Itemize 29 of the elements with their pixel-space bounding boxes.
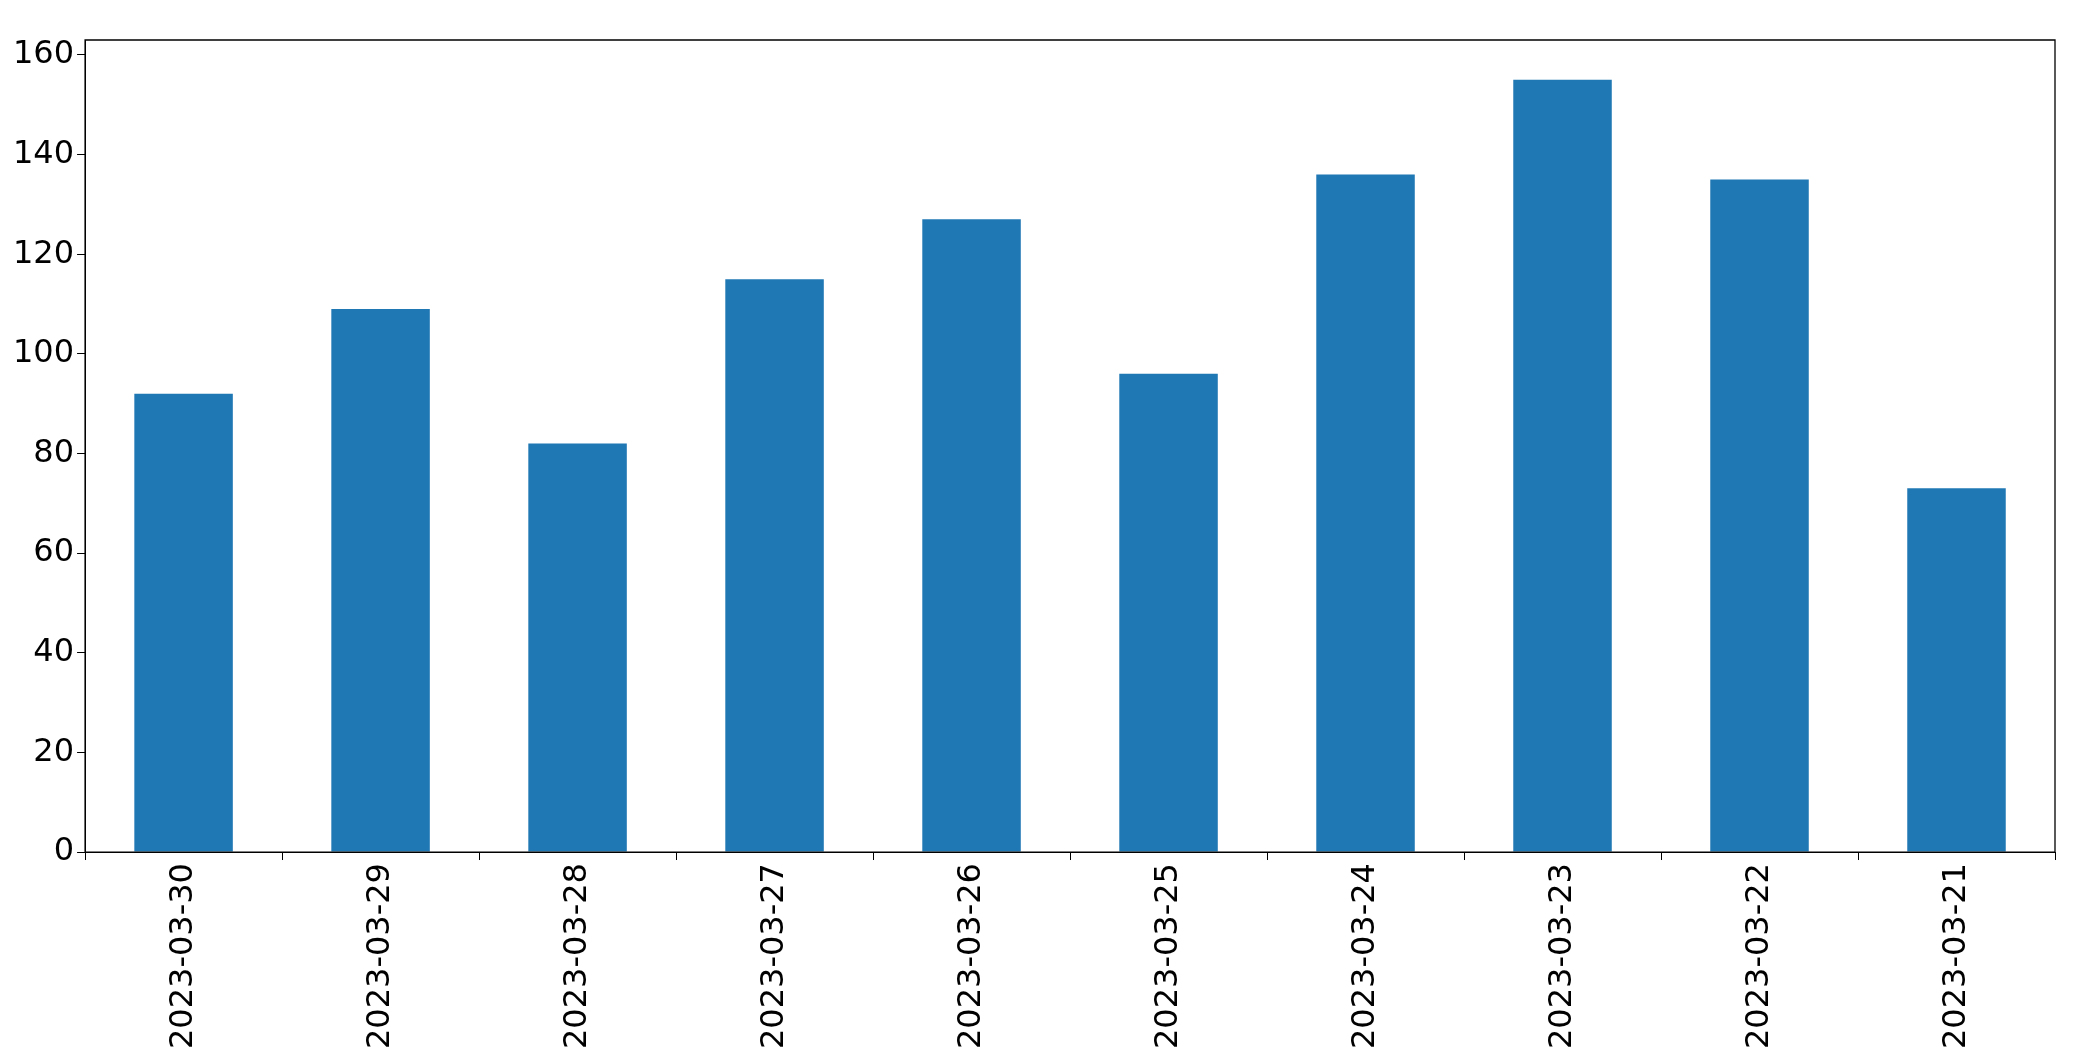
x-tick-label: 2023-03-23 <box>1540 863 1579 1049</box>
x-tick-label: 2023-03-24 <box>1343 863 1382 1049</box>
x-tick-label: 2023-03-21 <box>1934 863 1973 1049</box>
y-tick-label: 120 <box>13 232 75 271</box>
bar <box>1710 179 1809 852</box>
y-tick-label: 100 <box>13 332 75 371</box>
y-tick-label: 160 <box>13 33 75 72</box>
bar <box>1119 373 1218 852</box>
x-tick-label: 2023-03-29 <box>358 863 397 1049</box>
y-tick-label: 140 <box>13 132 75 171</box>
bar <box>134 393 233 852</box>
y-tick-label: 40 <box>33 631 75 670</box>
bar <box>922 219 1021 852</box>
x-tick-label: 2023-03-27 <box>752 863 791 1049</box>
x-tick-label: 2023-03-28 <box>555 863 594 1049</box>
x-tick-label: 2023-03-26 <box>949 863 988 1049</box>
y-tick-label: 60 <box>33 531 75 570</box>
x-tick-label: 2023-03-22 <box>1737 863 1776 1049</box>
bar <box>331 309 430 852</box>
bar <box>528 443 627 852</box>
bar <box>725 279 824 852</box>
bar <box>1907 488 2006 852</box>
y-tick-label: 0 <box>53 830 75 869</box>
bar <box>1513 79 1612 852</box>
y-tick-label: 20 <box>33 730 75 769</box>
bar <box>1316 174 1415 852</box>
y-tick-label: 80 <box>33 431 75 470</box>
x-tick-label: 2023-03-30 <box>161 863 200 1049</box>
x-tick-label: 2023-03-25 <box>1146 863 1185 1049</box>
